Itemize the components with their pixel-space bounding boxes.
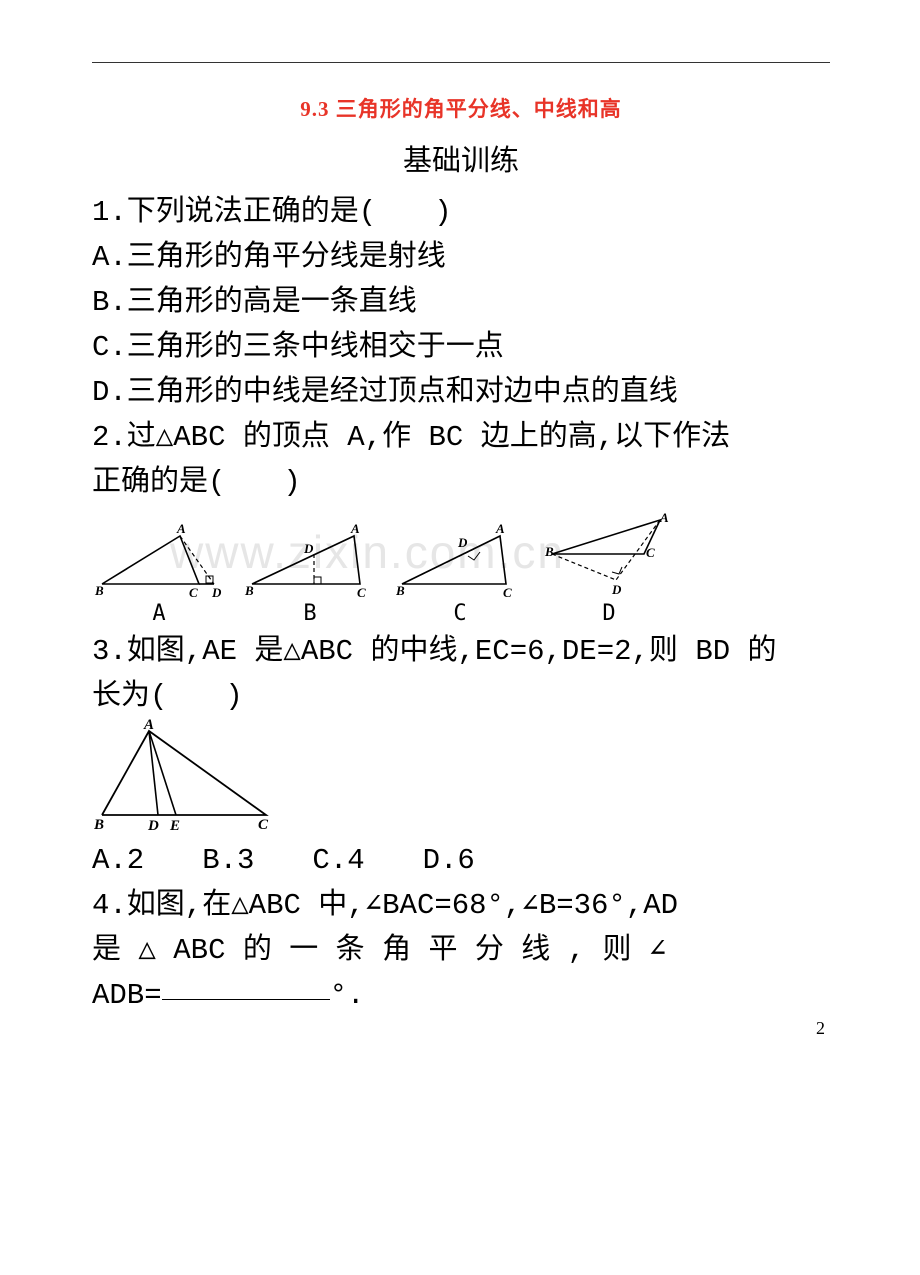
svg-text:C: C: [503, 585, 512, 600]
svg-text:D: D: [147, 818, 159, 834]
svg-text:B: B: [94, 583, 104, 598]
q4-line3-before: ADB=: [92, 979, 162, 1012]
svg-text:A: A: [176, 522, 186, 536]
q3-options-line: A.2 B.3 C.4 D.6: [92, 839, 830, 884]
q2-optC-label: C: [453, 601, 466, 626]
q2-line2: 正确的是( ): [92, 461, 830, 506]
q2-fig-C: A B C D C: [396, 522, 524, 626]
svg-text:C: C: [258, 817, 269, 833]
svg-text:D: D: [611, 582, 622, 597]
top-rule: [92, 62, 830, 63]
q2-optD-label: D: [602, 601, 615, 626]
svg-text:E: E: [169, 818, 180, 834]
q4-line2: 是 △ ABC 的 一 条 角 平 分 线 , 则 ∠: [92, 929, 830, 974]
q4-line3-after: °.: [330, 979, 365, 1012]
question-4: 4.如图,在△ABC 中,∠BAC=68°,∠B=36°,AD 是 △ ABC …: [92, 884, 830, 1019]
question-2: 2.过△ABC 的顶点 A,作 BC 边上的高,以下作法 正确的是( ): [92, 416, 830, 506]
q3-options: A.2 B.3 C.4 D.6: [92, 839, 830, 884]
q2-optA-label: A: [152, 601, 165, 626]
q2-fig-A: A B C D A: [94, 522, 224, 626]
q3-line1: 3.如图,AE 是△ABC 的中线,EC=6,DE=2,则 BD 的: [92, 630, 830, 675]
subtitle: 基础训练: [92, 137, 830, 179]
q2-fig-B: A B C D B: [244, 522, 376, 626]
svg-text:B: B: [244, 583, 254, 598]
section-title: 9.3 三角形的角平分线、中线和高: [92, 93, 830, 123]
q3-line2: 长为( ): [92, 675, 830, 720]
q2-fig-D: A B C D D: [544, 512, 674, 626]
q4-blank: [162, 999, 330, 1000]
svg-text:A: A: [495, 522, 505, 536]
q1-optB: B.三角形的高是一条直线: [92, 281, 830, 326]
q2-line1: 2.过△ABC 的顶点 A,作 BC 边上的高,以下作法: [92, 416, 830, 461]
q2-optB-label: B: [303, 601, 316, 626]
q1-optD: D.三角形的中线是经过顶点和对边中点的直线: [92, 371, 830, 416]
page-number: 2: [816, 1018, 825, 1039]
svg-text:D: D: [211, 585, 222, 600]
svg-text:D: D: [457, 535, 468, 550]
svg-text:C: C: [357, 585, 366, 600]
q4-line3: ADB= °.: [92, 974, 830, 1019]
svg-text:D: D: [303, 541, 314, 556]
q1-optA: A.三角形的角平分线是射线: [92, 236, 830, 281]
q2-figures-row: A B C D A A B C D B: [94, 512, 830, 626]
q4-line1: 4.如图,在△ABC 中,∠BAC=68°,∠B=36°,AD: [92, 884, 830, 929]
svg-text:A: A: [143, 719, 154, 733]
svg-text:C: C: [189, 585, 198, 600]
svg-text:A: A: [659, 512, 669, 525]
svg-text:B: B: [544, 544, 554, 559]
question-1: 1.下列说法正确的是( ) A.三角形的角平分线是射线 B.三角形的高是一条直线…: [92, 191, 830, 416]
question-3: 3.如图,AE 是△ABC 的中线,EC=6,DE=2,则 BD 的 长为( ): [92, 630, 830, 720]
svg-text:C: C: [646, 545, 655, 560]
q1-optC: C.三角形的三条中线相交于一点: [92, 326, 830, 371]
svg-text:B: B: [396, 583, 405, 598]
q3-figure: A B D E C: [94, 719, 830, 839]
q1-stem: 1.下列说法正确的是( ): [92, 191, 830, 236]
svg-text:A: A: [350, 522, 360, 536]
svg-text:B: B: [94, 817, 104, 833]
